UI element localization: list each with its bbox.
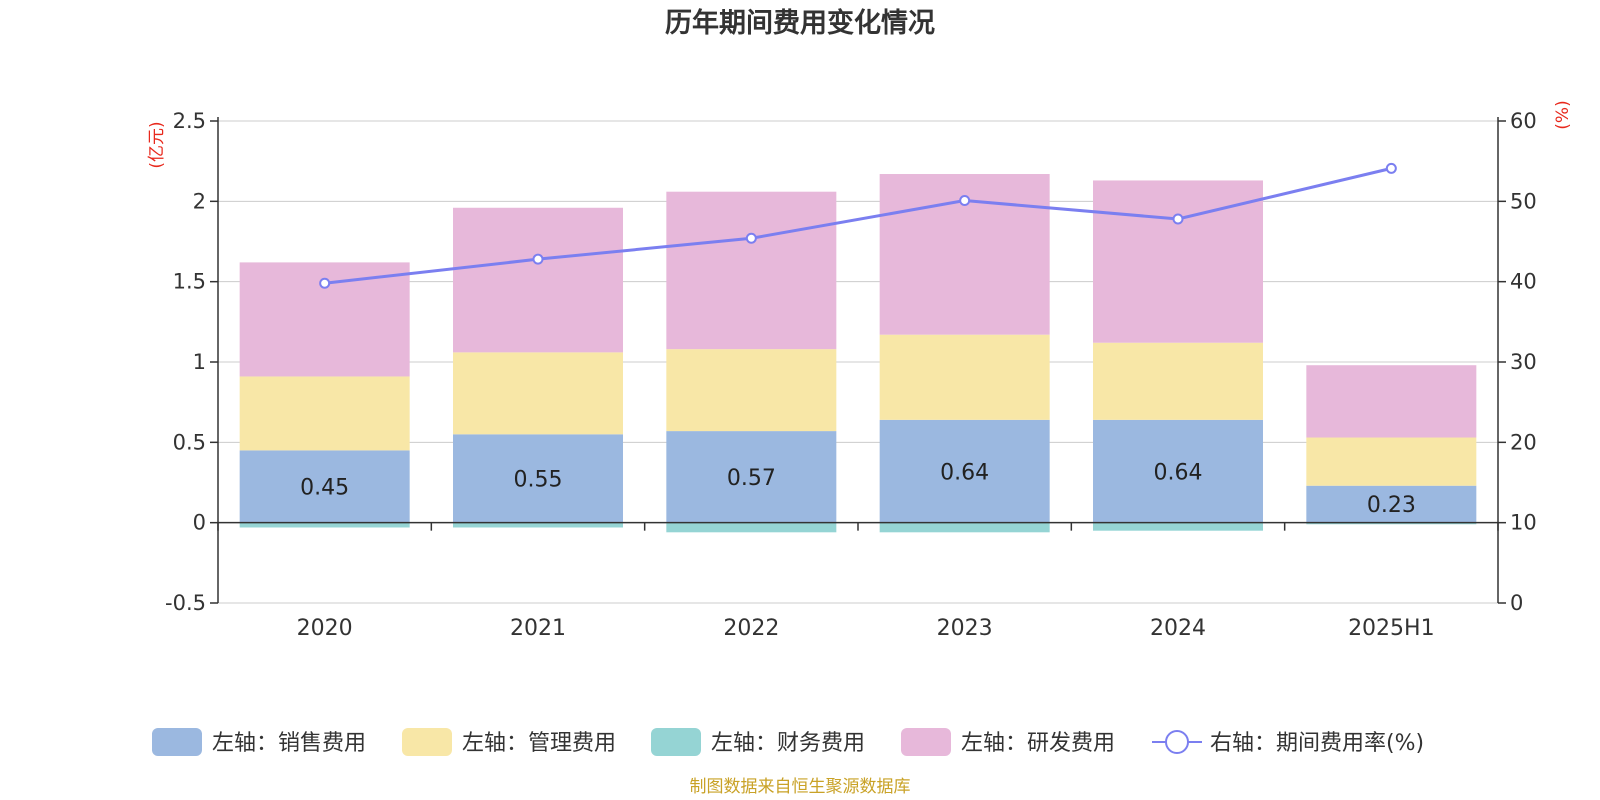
bar-2-2021 — [453, 352, 623, 435]
bar-1-2023 — [879, 419, 1050, 523]
left-tick-label: 2 — [193, 189, 206, 213]
chart-title: 历年期间费用变化情况 — [665, 7, 935, 39]
right-tick-label: 40 — [1510, 270, 1537, 294]
data-label: 0.45 — [300, 476, 349, 501]
category-label: 2021 — [510, 616, 566, 641]
bar-4-2021 — [453, 207, 623, 353]
legend-line-marker — [1165, 730, 1189, 754]
legend-swatch-4 — [901, 728, 951, 756]
bar-3-2024 — [1093, 522, 1263, 531]
left-tick-label: -0.5 — [165, 591, 206, 615]
legend-label-4: 左轴：研发费用 — [961, 731, 1115, 756]
right-tick-label: 50 — [1510, 189, 1537, 213]
bar-4-2025H1 — [1306, 365, 1477, 438]
bar-1-2022 — [666, 431, 837, 523]
rate-line-path — [324, 166, 1392, 285]
bar-3-2025H1 — [1306, 522, 1477, 525]
data-label: 0.55 — [514, 467, 563, 492]
bar-3-2022 — [666, 522, 837, 533]
category-label: 2024 — [1150, 616, 1206, 641]
bar-2-2024 — [1093, 342, 1263, 420]
source-note: 制图数据来自恒生聚源数据库 — [690, 777, 911, 797]
category-label: 2023 — [937, 616, 993, 641]
bar-1-2025H1 — [1306, 485, 1477, 523]
bar-3-2020 — [239, 522, 410, 528]
bar-1-2024 — [1093, 419, 1263, 523]
left-tick-label: 1.5 — [173, 270, 206, 294]
bar-2-2020 — [239, 376, 410, 451]
right-axis-unit: (%) — [1553, 100, 1573, 129]
rate-point — [1172, 213, 1184, 225]
axes: -0.5 0 0.5 1 1.5 2 2.5 0 10 20 30 40 50 60 2020 2021 202… — [165, 109, 1537, 641]
left-tick-label: 0.5 — [173, 430, 206, 454]
rate-point — [532, 253, 544, 265]
category-label: 2020 — [297, 616, 353, 641]
bar-3-2021 — [453, 522, 623, 528]
bar-2-2022 — [666, 349, 837, 432]
data-labels: 0.45 0.55 0.57 0.64 0.64 0.23 — [300, 460, 1416, 518]
legend-swatch-1 — [152, 728, 202, 756]
left-tick-label: 2.5 — [173, 109, 206, 133]
category-label: 2025H1 — [1348, 616, 1435, 641]
rate-point — [745, 232, 757, 244]
bar-2-2023 — [879, 334, 1050, 420]
legend-label-5: 右轴：期间费用率(%) — [1210, 731, 1424, 756]
bar-3-2023 — [879, 522, 1050, 533]
grid — [218, 120, 1498, 604]
data-label: 0.23 — [1367, 493, 1416, 518]
bar-4-2022 — [666, 191, 837, 350]
data-label: 0.57 — [727, 466, 776, 491]
right-tick-label: 20 — [1510, 430, 1537, 454]
rate-point — [1385, 162, 1397, 174]
legend-swatch-2 — [402, 728, 452, 756]
right-tick-label: 60 — [1510, 109, 1537, 133]
left-axis-unit: (亿元) — [147, 121, 167, 168]
data-label: 0.64 — [1154, 460, 1203, 485]
category-label: 2022 — [723, 616, 779, 641]
right-tick-label: 30 — [1510, 350, 1537, 374]
bar-1-2021 — [453, 434, 623, 523]
bar-1-2020 — [239, 450, 410, 523]
bar-4-2024 — [1093, 180, 1263, 343]
legend-label-2: 左轴：管理费用 — [462, 731, 616, 756]
left-tick-label: 1 — [193, 350, 206, 374]
bar-2-2025H1 — [1306, 437, 1477, 486]
rate-line — [319, 162, 1397, 289]
legend-label-1: 左轴：销售费用 — [212, 731, 366, 756]
right-tick-label: 10 — [1510, 511, 1537, 535]
right-tick-label: 0 — [1510, 591, 1523, 615]
legend-swatch-3 — [651, 728, 701, 756]
left-tick-label: 0 — [193, 511, 206, 535]
bars — [239, 174, 1477, 533]
rate-point — [319, 277, 331, 289]
data-label: 0.64 — [940, 460, 989, 485]
rate-point — [959, 195, 971, 207]
legend: 左轴：销售费用 左轴：管理费用 左轴：财务费用 左轴：研发费用 右轴：期间费用率(%) — [152, 728, 1424, 756]
legend-label-3: 左轴：财务费用 — [711, 731, 865, 756]
